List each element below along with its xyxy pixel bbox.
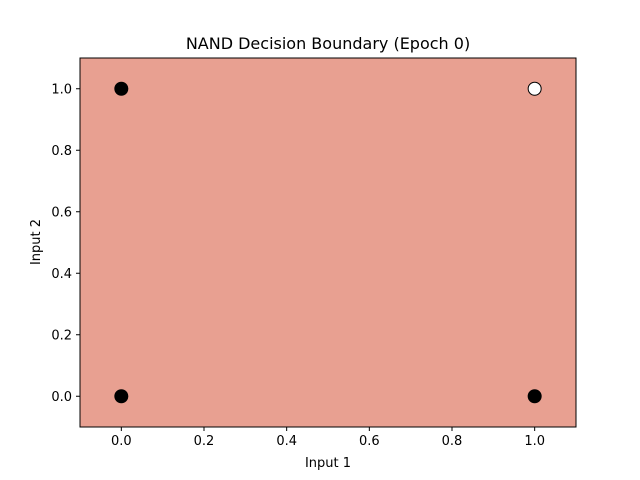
data-point-2 (527, 389, 542, 404)
x-tick-label: 0.6 (359, 434, 380, 449)
data-point-1 (114, 81, 129, 96)
x-tick-label: 0.4 (276, 434, 297, 449)
y-axis: 0.0 0.2 0.4 0.6 0.8 1.0 (51, 82, 80, 405)
decision-region (80, 58, 576, 427)
x-tick-label: 1.0 (524, 434, 545, 449)
y-tick-label: 1.0 (51, 82, 72, 97)
x-axis: 0.0 0.2 0.4 0.6 0.8 1.0 (111, 427, 545, 449)
y-tick-label: 0.6 (51, 205, 72, 220)
y-tick-label: 0.0 (51, 390, 72, 405)
y-tick-label: 0.8 (51, 144, 72, 159)
axes-frame (79, 57, 577, 428)
x-tick-label: 0.0 (111, 434, 132, 449)
x-tick-label: 0.8 (442, 434, 463, 449)
data-points (114, 81, 542, 404)
y-tick-label: 0.2 (51, 328, 72, 343)
data-point-3 (527, 81, 542, 96)
data-point-0 (114, 389, 129, 404)
y-axis-label: Input 2 (29, 219, 44, 265)
plot-area (79, 57, 577, 428)
y-tick-label: 0.4 (51, 267, 72, 282)
x-tick-label: 0.2 (194, 434, 215, 449)
chart-title: NAND Decision Boundary (Epoch 0) (186, 34, 470, 53)
x-axis-label: Input 1 (305, 456, 351, 471)
